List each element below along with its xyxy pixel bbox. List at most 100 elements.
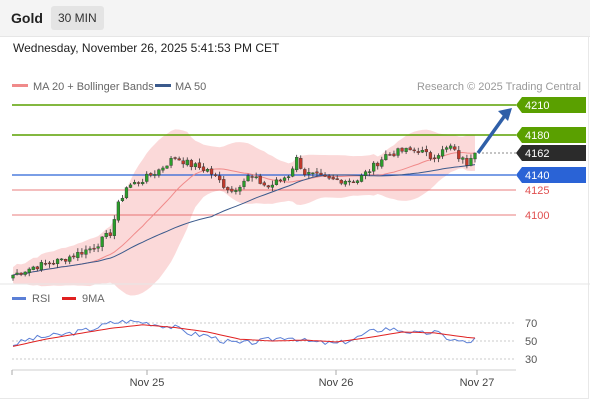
candle-body: [396, 148, 400, 156]
rsi-ma-line: [12, 324, 476, 347]
candle: [295, 154, 299, 173]
candle: [226, 186, 230, 194]
candle-body: [453, 146, 457, 150]
candle-body: [339, 179, 343, 184]
candle: [250, 174, 254, 182]
candle-body: [96, 246, 100, 249]
x-axis-ticks: Nov 25 Nov 26 Nov 27: [11, 370, 495, 389]
candle: [189, 158, 193, 171]
candle: [92, 243, 96, 252]
candle: [205, 167, 210, 173]
candle-body: [205, 169, 210, 172]
candle: [331, 174, 335, 181]
candle-body: [104, 233, 108, 238]
price-levels: [12, 104, 516, 216]
candle: [392, 150, 396, 158]
candle-body: [299, 158, 303, 169]
candle: [242, 178, 246, 190]
candle-body: [319, 172, 323, 175]
candle-body: [226, 187, 230, 191]
candle-body: [436, 155, 441, 159]
legend-ma50: MA 50: [175, 81, 206, 93]
candle-body: [445, 147, 449, 150]
x-tick-label: Nov 27: [460, 377, 495, 389]
candle: [278, 178, 283, 183]
candle-body: [469, 158, 473, 166]
candle: [282, 176, 287, 184]
candle: [128, 183, 133, 189]
candle: [335, 175, 339, 181]
candle: [396, 147, 400, 158]
candle: [461, 156, 465, 164]
projection: [476, 108, 512, 155]
candle-body: [368, 171, 372, 173]
candle-body: [149, 173, 153, 176]
candle-body: [181, 160, 185, 165]
candle: [307, 167, 311, 179]
legend-swatch-ma50: [155, 84, 171, 87]
candle: [80, 248, 84, 258]
level-tag-4180: 4180: [516, 127, 586, 143]
candle-body: [380, 159, 384, 167]
projection-arrow-shaft: [476, 112, 508, 155]
candle-body: [282, 177, 287, 181]
candle: [266, 184, 270, 189]
candle: [432, 154, 437, 163]
level-tag-bg-4162: [516, 145, 586, 161]
candle: [473, 152, 477, 163]
candle-body: [335, 178, 339, 180]
candle: [137, 181, 141, 187]
candle: [347, 178, 351, 186]
candle-body: [384, 154, 388, 161]
candle-body: [315, 171, 319, 174]
candle: [339, 179, 343, 186]
candle-body: [193, 163, 197, 168]
candle-body: [262, 182, 266, 186]
candle: [457, 145, 461, 162]
candle-body: [286, 176, 291, 178]
candle-body: [84, 249, 88, 255]
candle: [72, 253, 76, 260]
candle-body: [457, 150, 461, 160]
candle: [149, 172, 153, 178]
candle: [11, 274, 15, 281]
candle: [51, 260, 56, 266]
candle-body: [416, 151, 420, 153]
candle-body: [173, 157, 177, 159]
level-label-4210: 4210: [525, 100, 549, 112]
candle: [161, 165, 165, 173]
candle: [274, 177, 279, 186]
candle: [100, 236, 104, 252]
rsi-tick-30: 30: [525, 354, 537, 366]
candle-body: [343, 181, 347, 185]
candle-body: [473, 152, 477, 160]
candle-body: [461, 157, 465, 160]
candle: [27, 267, 31, 277]
candle-body: [64, 259, 68, 262]
candle: [469, 154, 473, 167]
candle: [84, 245, 88, 259]
candle-body: [376, 162, 380, 167]
rsi-panel: 70 50 30: [12, 318, 537, 366]
candle: [400, 147, 404, 154]
candle-body: [100, 236, 104, 247]
candle-body: [359, 175, 364, 182]
candle-body: [323, 174, 327, 177]
candle: [449, 143, 453, 151]
candle: [246, 173, 250, 182]
candle-body: [112, 219, 116, 236]
candle-body: [250, 176, 254, 178]
candle: [311, 172, 315, 177]
candle: [234, 187, 238, 195]
candle: [380, 156, 384, 169]
candle-body: [72, 255, 76, 258]
candle-body: [440, 149, 445, 157]
candle-body: [424, 149, 428, 153]
candle: [319, 168, 323, 176]
candle: [112, 215, 116, 240]
rsi-tick-70: 70: [525, 318, 537, 330]
candle: [209, 165, 214, 179]
timeframe-button[interactable]: 30 MIN: [51, 6, 104, 30]
level-tag-4162: 4162: [516, 145, 586, 161]
